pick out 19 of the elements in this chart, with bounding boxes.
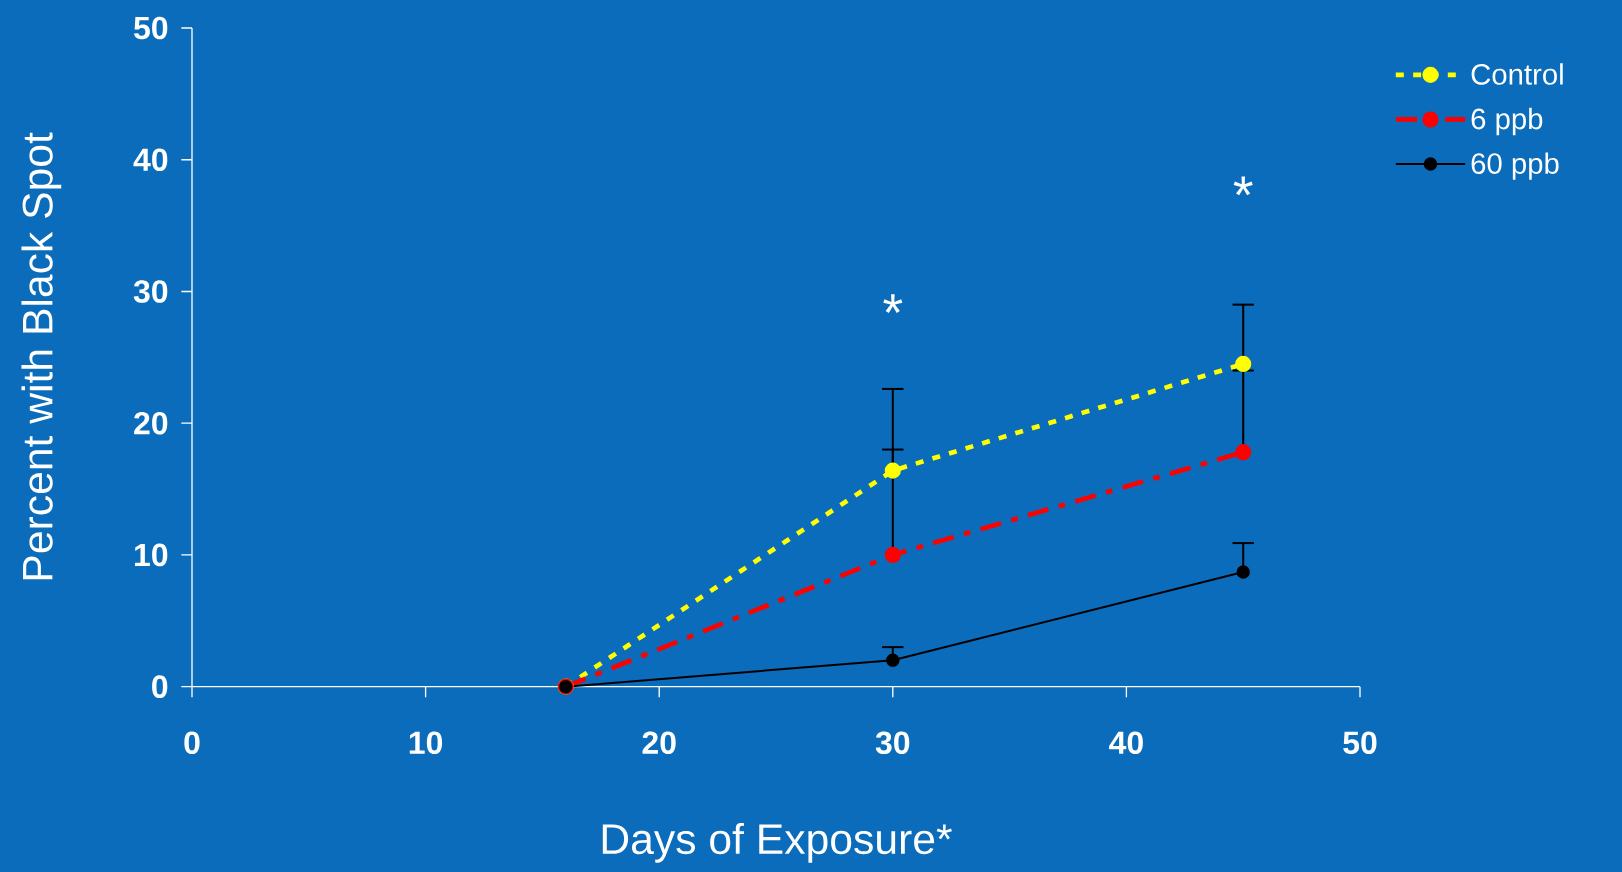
- y-tick-label: 50: [134, 16, 168, 40]
- x-axis-title: Days of Exposure*: [602, 822, 952, 863]
- y-tick-label: 20: [134, 411, 168, 435]
- y-tick-label: 30: [133, 280, 168, 303]
- y-axis-title: Percent with Black Spot: [21, 132, 62, 580]
- y-tick-label: 10: [135, 543, 168, 567]
- x-tick-label: 10: [409, 731, 443, 755]
- legend-label: 6 ppb: [1471, 107, 1543, 136]
- y-tick-label: 0: [152, 675, 168, 698]
- legend-label: 60 ppb: [1471, 152, 1559, 180]
- x-tick-label: 40: [1109, 731, 1143, 755]
- y-tick-label: 40: [133, 148, 168, 172]
- x-tick-label: 30: [875, 731, 910, 755]
- legend-label: Control: [1471, 63, 1563, 85]
- x-tick-label: 20: [642, 731, 676, 755]
- x-tick-label: 0: [184, 731, 200, 755]
- annotation: *: [1233, 176, 1253, 196]
- x-tick-label: 50: [1343, 731, 1377, 755]
- annotation: *: [883, 294, 903, 313]
